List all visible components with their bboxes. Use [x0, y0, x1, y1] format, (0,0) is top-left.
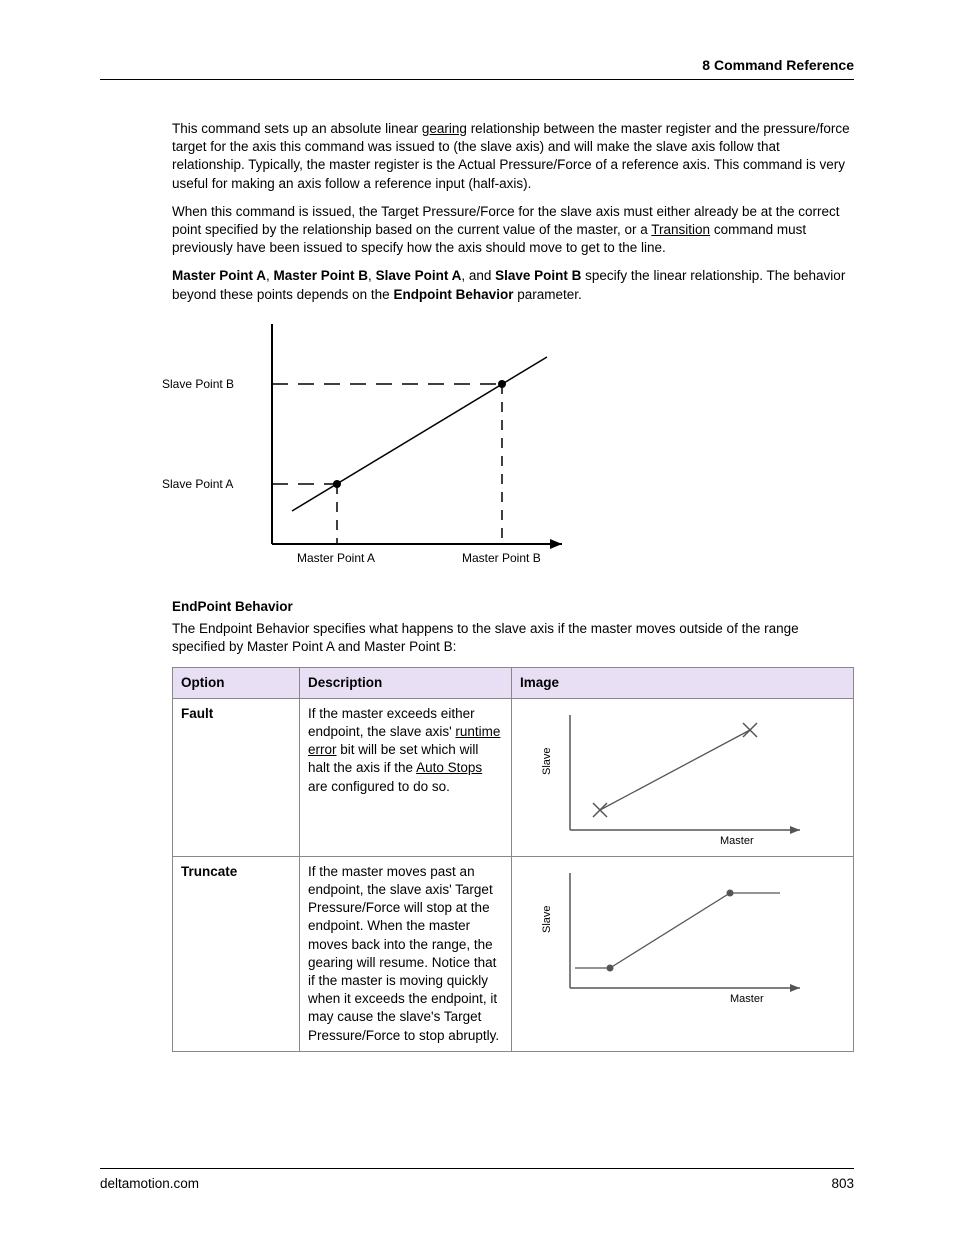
svg-text:Master: Master — [730, 993, 764, 1005]
fault-diagram: Slave Master — [520, 705, 820, 850]
text: parameter. — [513, 287, 581, 302]
image-cell: Slave Master — [512, 698, 854, 856]
footer-site: deltamotion.com — [100, 1175, 199, 1193]
gearing-diagram: Slave Point B Slave Point A Master Point A… — [152, 314, 854, 584]
text: , — [368, 268, 376, 283]
col-image: Image — [512, 667, 854, 698]
chapter-title: 8 Command Reference — [702, 57, 854, 73]
link-gearing[interactable]: gearing — [422, 121, 467, 136]
body-content: This command sets up an absolute linear … — [172, 120, 854, 1052]
paragraph-1: This command sets up an absolute linear … — [172, 120, 854, 193]
svg-text:Slave: Slave — [541, 905, 553, 933]
col-description: Description — [300, 667, 512, 698]
link-auto-stops[interactable]: Auto Stops — [416, 760, 482, 775]
footer-page: 803 — [831, 1175, 854, 1193]
option-cell: Truncate — [173, 856, 300, 1051]
image-cell: Slave Master — [512, 856, 854, 1051]
paragraph-3: Master Point A, Master Point B, Slave Po… — [172, 267, 854, 303]
text: , and — [461, 268, 495, 283]
bold-text: Slave Point B — [495, 268, 581, 283]
table-row: Fault If the master exceeds either endpo… — [173, 698, 854, 856]
bold-text: Slave Point A — [376, 268, 462, 283]
endpoint-heading: EndPoint Behavior — [172, 598, 854, 616]
table-row: Truncate If the master moves past an end… — [173, 856, 854, 1051]
paragraph-2: When this command is issued, the Target … — [172, 203, 854, 258]
table-header-row: Option Description Image — [173, 667, 854, 698]
option-cell: Fault — [173, 698, 300, 856]
description-cell: If the master exceeds either endpoint, t… — [300, 698, 512, 856]
endpoint-intro: The Endpoint Behavior specifies what hap… — [172, 620, 854, 656]
bold-text: Master Point B — [274, 268, 369, 283]
svg-text:Slave Point A: Slave Point A — [162, 477, 233, 491]
page-footer: deltamotion.com 803 — [100, 1168, 854, 1193]
text: are configured to do so. — [308, 779, 450, 794]
bold-text: Endpoint Behavior — [393, 287, 513, 302]
svg-text:Master Point A: Master Point A — [297, 551, 375, 565]
svg-text:Master: Master — [720, 835, 754, 847]
link-transition[interactable]: Transition — [651, 222, 710, 237]
bold-text: Master Point A — [172, 268, 266, 283]
endpoint-table: Option Description Image Fault If the ma… — [172, 667, 854, 1052]
page: 8 Command Reference This command sets up… — [0, 0, 954, 1235]
text: This command sets up an absolute linear — [172, 121, 422, 136]
truncate-diagram: Slave Master — [520, 863, 820, 1008]
svg-text:Master Point B: Master Point B — [462, 551, 541, 565]
col-option: Option — [173, 667, 300, 698]
text: If the master exceeds either endpoint, t… — [308, 706, 475, 739]
diagram-svg: Slave Point B Slave Point A Master Point A… — [152, 314, 582, 584]
svg-text:Slave: Slave — [541, 747, 553, 775]
description-cell: If the master moves past an endpoint, th… — [300, 856, 512, 1051]
text: , — [266, 268, 274, 283]
page-header: 8 Command Reference — [100, 56, 854, 80]
svg-text:Slave Point B: Slave Point B — [162, 377, 234, 391]
